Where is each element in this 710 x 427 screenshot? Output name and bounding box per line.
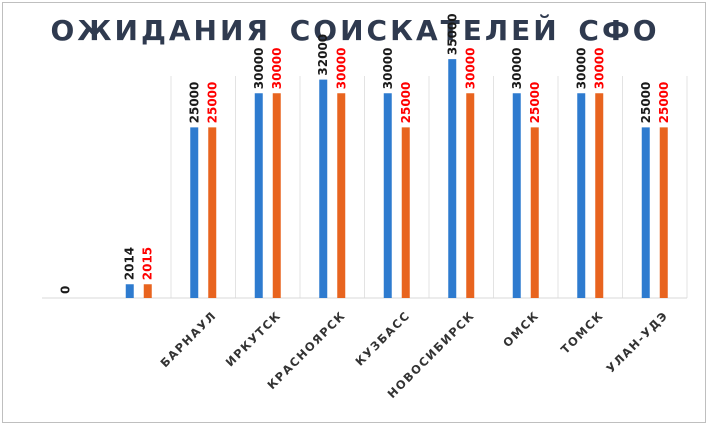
bar-s2-1 bbox=[143, 284, 152, 298]
bar-s2-2 bbox=[208, 127, 217, 298]
bar-s1-7 bbox=[512, 93, 521, 298]
bar-s1-8 bbox=[577, 93, 586, 298]
bar-s1-2 bbox=[190, 127, 199, 298]
bar-s2-9 bbox=[659, 127, 668, 298]
category-label-5: КУЗБАСС bbox=[352, 308, 412, 368]
bar-s1-5 bbox=[383, 93, 392, 298]
category-label-8: ТОМСК bbox=[558, 308, 606, 356]
bar-s2-7 bbox=[530, 127, 539, 298]
data-label-s1-2: 25000 bbox=[187, 82, 201, 124]
data-label-s2-8: 30000 bbox=[592, 48, 606, 90]
chart-frame bbox=[2, 2, 706, 423]
bar-s1-1 bbox=[125, 284, 134, 298]
data-label-s1-9: 25000 bbox=[639, 82, 653, 124]
data-label-s1-4: 32000 bbox=[316, 34, 330, 76]
data-label-s2-5: 25000 bbox=[399, 82, 413, 124]
data-label-s2-7: 25000 bbox=[528, 82, 542, 124]
data-label-s1-8: 30000 bbox=[574, 48, 588, 90]
category-label-9: УЛАН-УДЭ bbox=[604, 308, 671, 375]
bar-s1-4 bbox=[319, 79, 328, 298]
data-label-s2-9: 25000 bbox=[657, 82, 671, 124]
data-label-s2-3: 30000 bbox=[270, 48, 284, 90]
data-label-s2-4: 30000 bbox=[334, 48, 348, 90]
chart-title: ОЖИДАНИЯ СОИСКАТЕЛЕЙ СФО bbox=[50, 14, 660, 47]
bar-s1-3 bbox=[254, 93, 263, 298]
data-label-s1-1: 2014 bbox=[123, 247, 137, 280]
bar-s2-6 bbox=[466, 93, 475, 298]
data-label-s2-2: 25000 bbox=[205, 82, 219, 124]
data-label-s2-6: 30000 bbox=[463, 48, 477, 90]
data-label-s1-7: 30000 bbox=[510, 48, 524, 90]
bar-s2-5 bbox=[401, 127, 410, 298]
data-label-s1-6: 35000 bbox=[445, 13, 459, 55]
category-label-7: ОМСК bbox=[500, 308, 542, 350]
category-label-3: ИРКУТСК bbox=[223, 308, 284, 369]
data-label-s1-5: 30000 bbox=[381, 48, 395, 90]
category-label-2: БАРНАУЛ bbox=[157, 308, 219, 370]
data-label-s1-3: 30000 bbox=[252, 48, 266, 90]
bar-s1-9 bbox=[641, 127, 650, 298]
data-label-s2-1: 2015 bbox=[141, 247, 155, 280]
bar-s2-4 bbox=[337, 93, 346, 298]
bar-s2-3 bbox=[272, 93, 281, 298]
bar-s2-8 bbox=[595, 93, 604, 298]
bar-s1-6 bbox=[448, 59, 457, 298]
data-label-s1-0: 0 bbox=[58, 286, 72, 294]
